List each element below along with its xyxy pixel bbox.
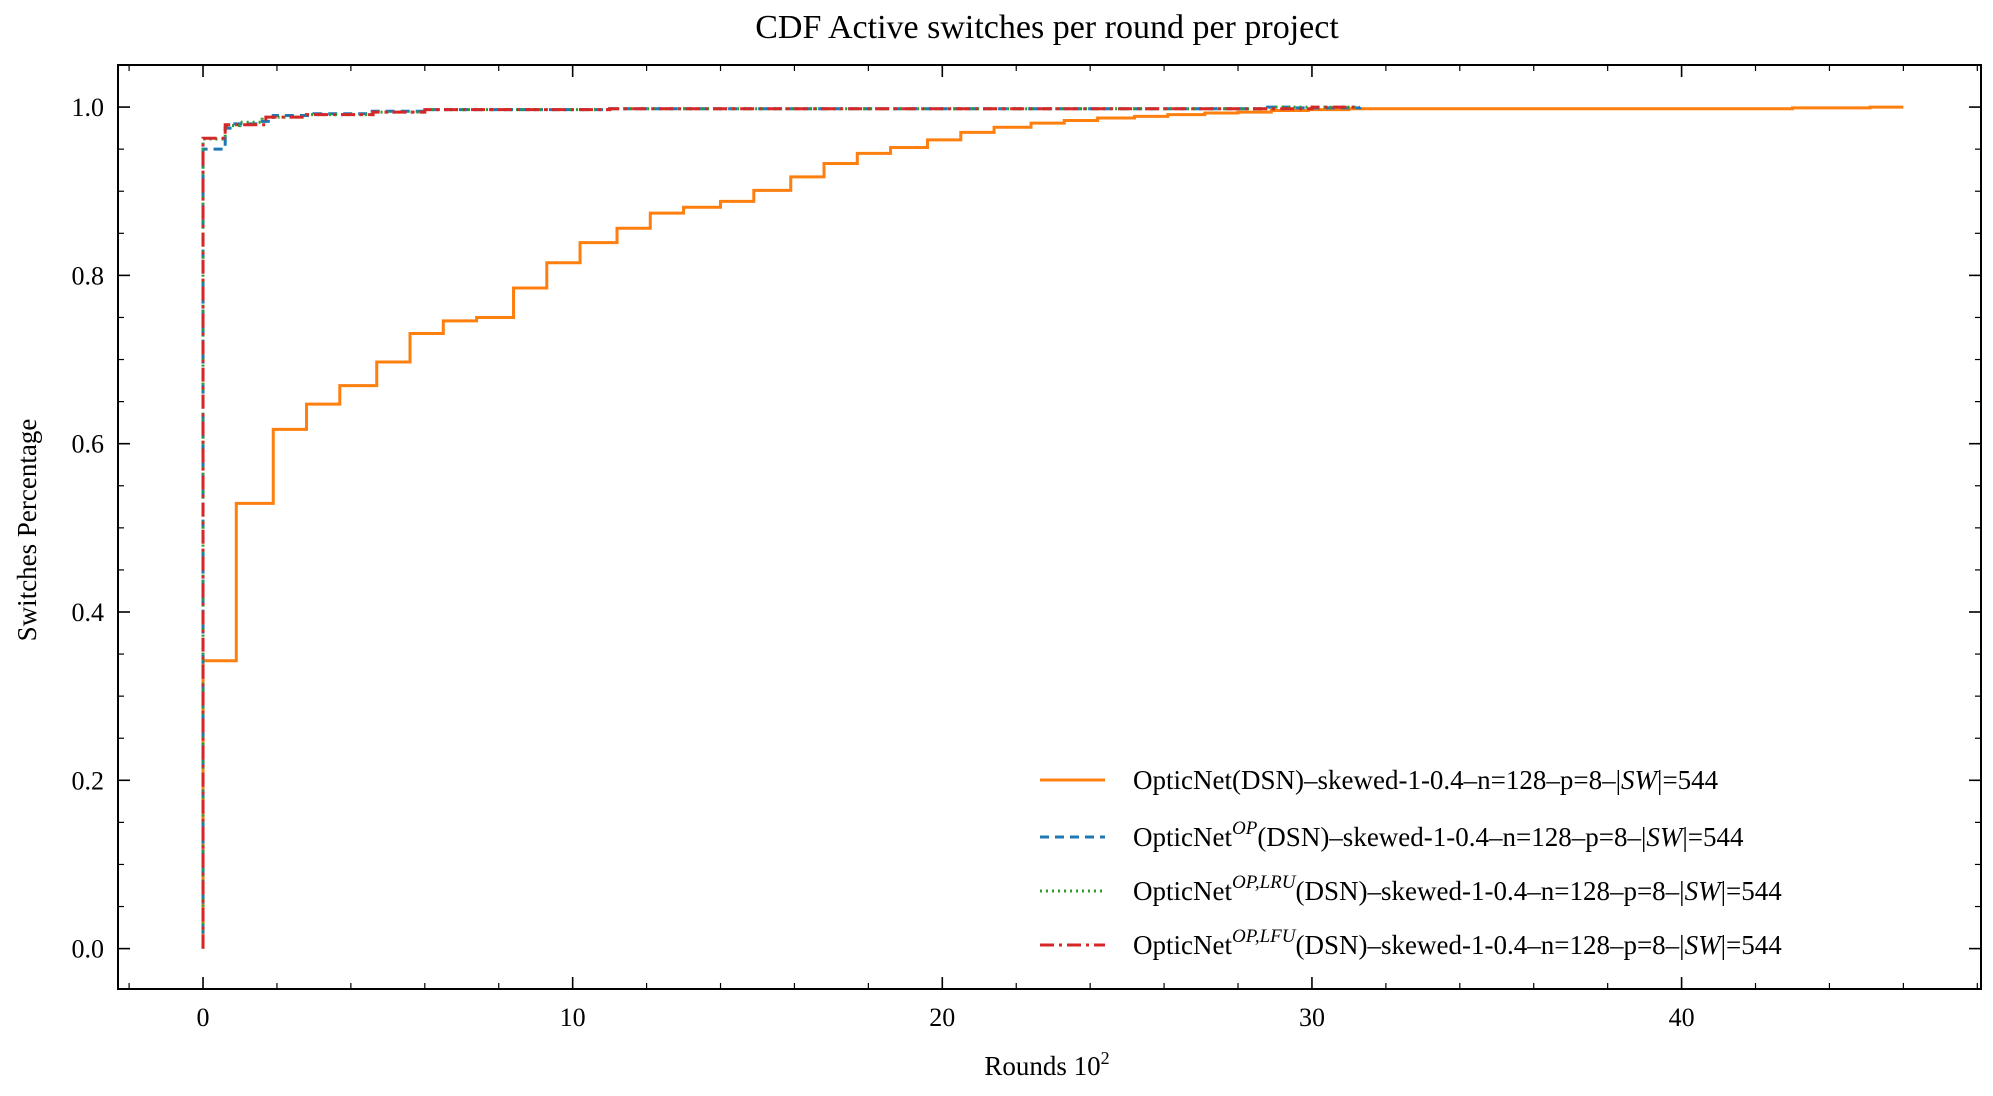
legend-label-rest: (DSN)–skewed-1-0.4–n=128–p=8–| <box>1296 876 1685 906</box>
x-axis-label-exponent: 2 <box>1101 1048 1110 1068</box>
chart-title: CDF Active switches per round per projec… <box>755 9 1339 46</box>
legend-label-rest: (DSN)–skewed-1-0.4–n=128–p=8–| <box>1232 765 1621 795</box>
y-tick-label: 0.8 <box>72 261 105 290</box>
legend-label-end: |=544 <box>1721 876 1783 906</box>
y-axis-label: Switches Percentage <box>12 419 42 642</box>
legend-label-end: |=544 <box>1682 822 1744 852</box>
legend-label-italic: SW <box>1685 930 1724 960</box>
series-line-2 <box>201 105 1362 949</box>
legend-label-italic: SW <box>1621 765 1660 795</box>
legend-label-end: |=544 <box>1657 765 1719 795</box>
series-line-1 <box>201 105 1904 949</box>
legend-label-2: OpticNetOP(DSN)–skewed-1-0.4–n=128–p=8–|… <box>1133 818 1744 852</box>
legend-label-italic: SW <box>1685 876 1724 906</box>
y-tick-label: 0.6 <box>72 430 105 459</box>
series-line-4 <box>201 105 1360 949</box>
legend-label-rest: (DSN)–skewed-1-0.4–n=128–p=8–| <box>1296 930 1685 960</box>
legend-label-italic: SW <box>1646 822 1685 852</box>
legend-label-1: OpticNet(DSN)–skewed-1-0.4–n=128–p=8–|SW… <box>1133 765 1719 795</box>
x-tick-label: 0 <box>197 1003 210 1032</box>
legend-label-superscript: OP <box>1232 818 1258 839</box>
legend-label-main: OpticNet <box>1133 876 1232 906</box>
legend-label-main: OpticNet <box>1133 930 1232 960</box>
legend-label-4: OpticNetOP,LFU(DSN)–skewed-1-0.4–n=128–p… <box>1133 926 1782 960</box>
legend-label-superscript: OP,LFU <box>1232 926 1297 947</box>
legend-label-main: OpticNet <box>1133 822 1232 852</box>
axis-ticks <box>118 64 1981 989</box>
x-axis-label-main: Rounds 10 <box>984 1051 1100 1081</box>
y-tick-label: 0.0 <box>72 935 105 964</box>
x-tick-label: 40 <box>1669 1003 1695 1032</box>
y-tick-label: 0.2 <box>72 766 105 795</box>
legend-label-main: OpticNet <box>1133 765 1232 795</box>
legend-label-rest: (DSN)–skewed-1-0.4–n=128–p=8–| <box>1257 822 1646 852</box>
y-tick-label: 0.4 <box>72 598 105 627</box>
x-tick-label: 30 <box>1299 1003 1325 1032</box>
legend: OpticNet(DSN)–skewed-1-0.4–n=128–p=8–|SW… <box>1040 765 1782 960</box>
series-layer <box>201 105 1904 949</box>
legend-label-superscript: OP,LRU <box>1232 872 1297 893</box>
tick-labels: 0 10 20 30 40 0.0 0.2 0.4 0.6 0.8 1.0 <box>72 93 1695 1032</box>
y-tick-label: 1.0 <box>72 93 105 122</box>
legend-label-end: |=544 <box>1721 930 1783 960</box>
x-tick-label: 10 <box>560 1003 586 1032</box>
x-tick-label: 20 <box>929 1003 955 1032</box>
plot-frame <box>117 64 1982 990</box>
x-axis-label: Rounds 102 <box>984 1048 1109 1081</box>
legend-label-3: OpticNetOP,LRU(DSN)–skewed-1-0.4–n=128–p… <box>1133 872 1782 906</box>
